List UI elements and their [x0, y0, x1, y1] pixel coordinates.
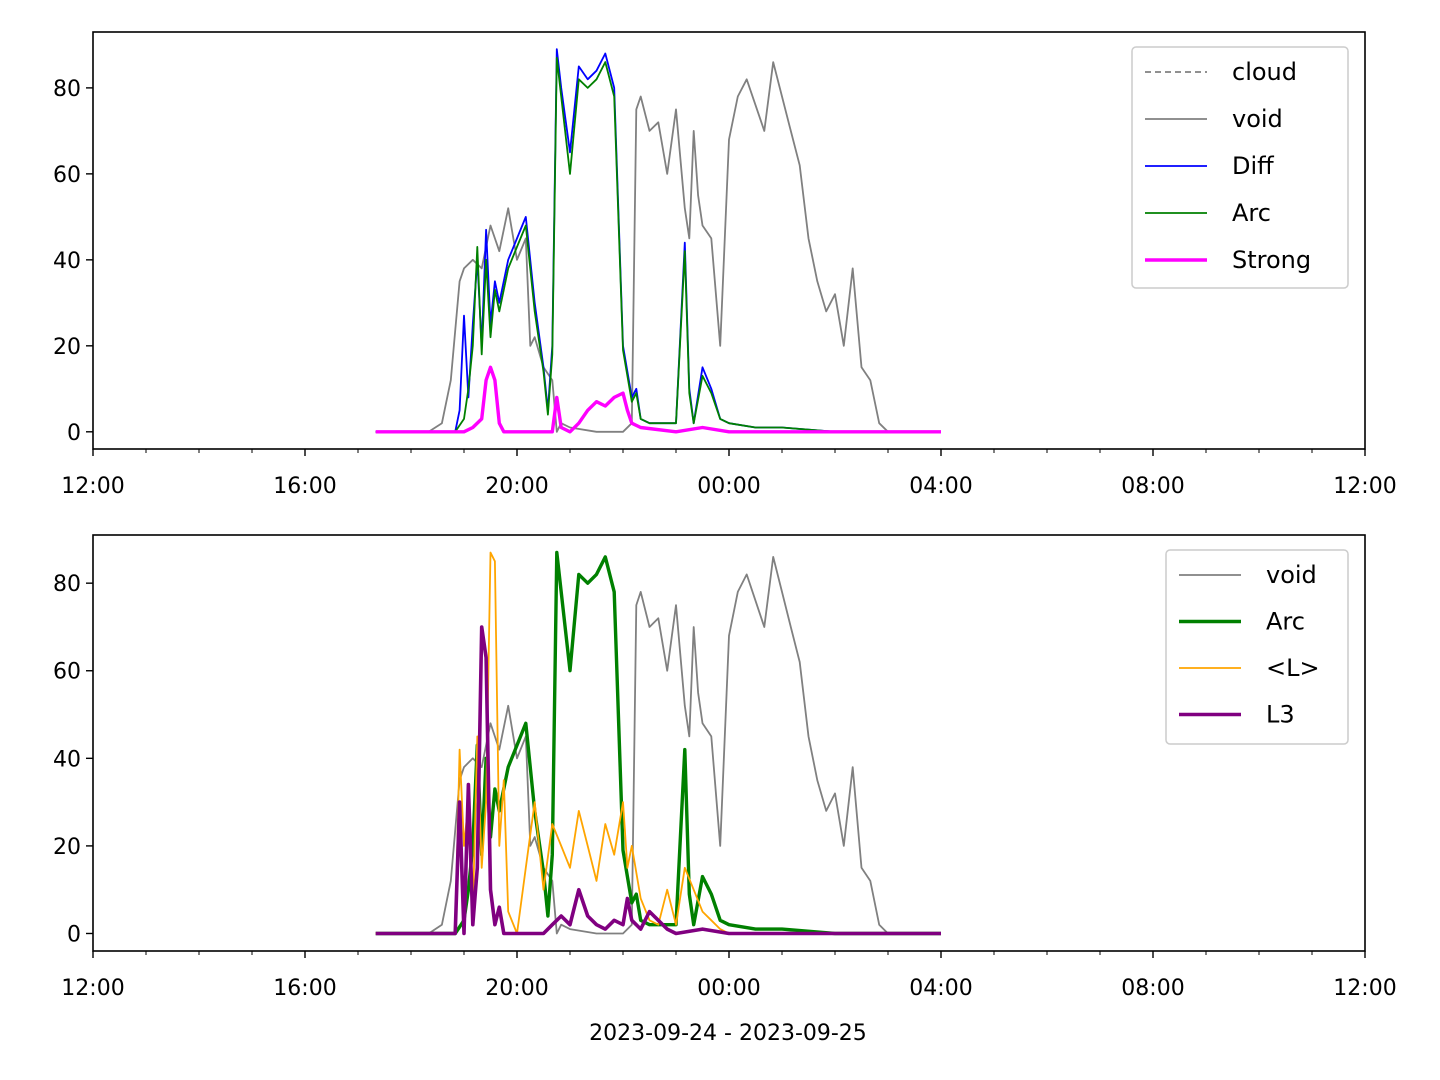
x-tick-label: 20:00	[485, 976, 548, 1001]
y-tick-label: 80	[53, 572, 81, 597]
x-tick-label: 12:00	[1333, 976, 1396, 1001]
y-tick-label: 60	[53, 163, 81, 188]
legend-box	[1131, 46, 1349, 289]
x-tick-label: 08:00	[1121, 976, 1184, 1001]
legend-box	[1165, 549, 1349, 745]
x-tick-label: 00:00	[697, 474, 760, 499]
y-tick-label: 20	[53, 835, 81, 860]
y-tick-label: 40	[53, 249, 81, 274]
series-line-Diff	[375, 48, 941, 433]
legend-label: Diff	[1232, 152, 1274, 180]
legend-label: void	[1232, 105, 1283, 133]
chart-bottom-panel: 0 20 40 60 80 12:00 16:00 20:00 00:00 04:00 08:00 1…	[53, 534, 1397, 1001]
x-tick-label: 20:00	[485, 474, 548, 499]
x-tick-label: 16:00	[273, 976, 336, 1001]
x-tick-label: 04:00	[909, 976, 972, 1001]
y-tick-label: 0	[67, 922, 81, 947]
legend-label: void	[1266, 561, 1317, 589]
x-tick-label: 12:00	[1333, 474, 1396, 499]
x-tick-label: 16:00	[273, 474, 336, 499]
y-tick-label: 40	[53, 747, 81, 772]
x-tick-label: 08:00	[1121, 474, 1184, 499]
legend-label: Arc	[1232, 199, 1271, 227]
x-tick-label: 00:00	[697, 976, 760, 1001]
y-tick-label: 0	[67, 421, 81, 446]
legend: void Arc <L> L3	[1165, 549, 1349, 745]
legend: cloud void Diff Arc Strong	[1131, 46, 1349, 289]
x-tick-label: 12:00	[61, 474, 124, 499]
x-tick-label: 12:00	[61, 976, 124, 1001]
series-line-L3	[375, 625, 941, 936]
legend-label: L3	[1266, 701, 1295, 729]
legend-label: <L>	[1266, 654, 1320, 682]
series-line-void	[375, 61, 941, 433]
x-axis-date-label: 2023-09-24 - 2023-09-25	[589, 1021, 867, 1046]
legend-label: Strong	[1232, 246, 1311, 274]
x-tick-label: 04:00	[909, 474, 972, 499]
chart-top-panel: 0 20 40 60 80 12:00 16:00 20:00 00:00 04:00 08:00 1…	[53, 31, 1397, 499]
y-tick-label: 60	[53, 660, 81, 685]
series-line-L	[375, 551, 941, 935]
series-line-Strong	[375, 365, 941, 434]
y-tick-label: 80	[53, 77, 81, 102]
legend-label: cloud	[1232, 58, 1297, 86]
y-tick-label: 20	[53, 335, 81, 360]
series-line-Arc	[375, 56, 941, 433]
series-line-void	[375, 556, 941, 935]
legend-label: Arc	[1266, 608, 1305, 636]
